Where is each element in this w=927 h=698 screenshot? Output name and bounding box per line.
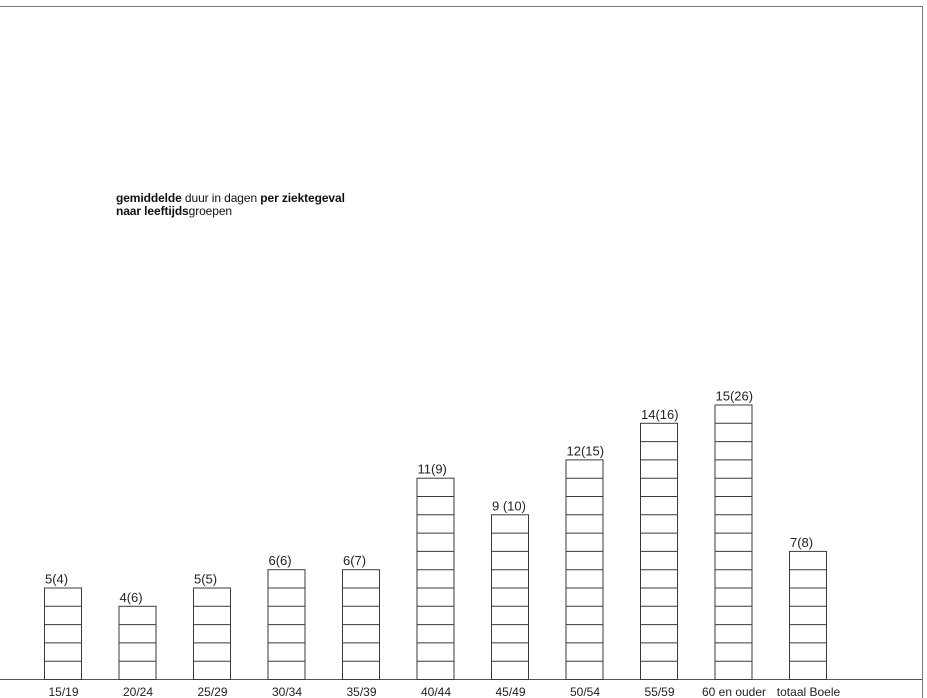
bar [789, 550, 827, 681]
category-label: 20/24 [123, 685, 153, 698]
data-label: 6(7) [343, 553, 366, 568]
bar-group-7: 9 (10) 45/49 [491, 498, 529, 698]
data-label: 15(26) [716, 389, 754, 404]
bar [491, 514, 529, 680]
data-label: 4(6) [120, 590, 143, 605]
bar [44, 587, 82, 680]
chart-title-line-2: naar leeftijdsgroepen [116, 204, 232, 218]
bar-group-4: 6(6) 30/34 [267, 553, 306, 698]
category-label: 60 en ouder [702, 685, 766, 698]
bar-group-3: 5(5) 25/29 [193, 572, 231, 698]
bar-group-6: 11(9) 40/44 [416, 462, 455, 698]
data-label: 5(5) [194, 572, 217, 587]
category-label: 30/34 [272, 685, 302, 698]
category-label: 15/19 [48, 685, 78, 698]
bar [714, 404, 753, 680]
chart-title: gemiddelde duur in dagen per ziektegeval… [116, 192, 345, 218]
bar-group-11: 7(8) totaal Boele [777, 535, 841, 698]
bar-group-8: 12(15) 50/54 [565, 443, 605, 698]
bar-group-1: 5(4) 15/19 [44, 572, 82, 698]
data-label: 14(16) [641, 407, 679, 422]
chart-title-line-1: gemiddelde duur in dagen per ziektegeval [116, 191, 345, 205]
data-label: 6(6) [269, 553, 292, 568]
bar-group-5: 6(7) 35/39 [342, 553, 380, 698]
data-label: 11(9) [418, 462, 447, 477]
bar-group-2: 4(6) 20/24 [118, 590, 157, 698]
bar-group-10: 15(26) 60 en ouder [702, 389, 766, 698]
category-label: 50/54 [570, 685, 600, 698]
category-label: 40/44 [421, 685, 451, 698]
bar [193, 587, 231, 680]
category-label: 35/39 [346, 685, 376, 698]
category-label: 55/59 [644, 685, 674, 698]
category-label: totaal Boele [777, 685, 841, 698]
data-label: 12(15) [567, 443, 605, 458]
category-label: 45/49 [495, 685, 525, 698]
bar [416, 477, 455, 681]
category-label: 25/29 [197, 685, 227, 698]
data-label: 7(8) [790, 535, 813, 550]
data-label: 9 (10) [492, 498, 526, 513]
bar-group-9: 14(16) 55/59 [640, 407, 679, 698]
data-label: 5(4) [45, 572, 68, 587]
